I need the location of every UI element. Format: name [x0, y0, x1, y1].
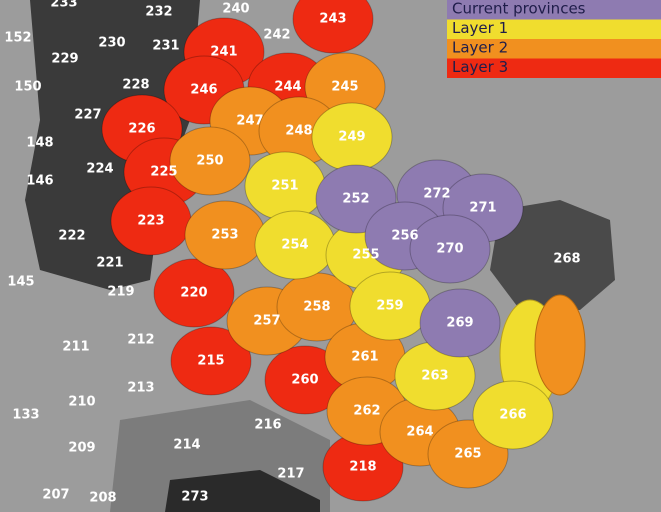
region — [534, 294, 586, 396]
province-label: 263 — [421, 369, 448, 384]
province-label: 272 — [423, 187, 450, 202]
province-label: 247 — [236, 114, 263, 129]
province-label: 133 — [12, 408, 39, 423]
province-label: 220 — [180, 286, 207, 301]
province-label: 145 — [7, 275, 34, 290]
province-label: 217 — [277, 467, 304, 482]
dark-region — [165, 470, 320, 512]
province-label: 251 — [271, 179, 298, 194]
province-label: 270 — [436, 242, 463, 257]
province-label: 146 — [26, 174, 53, 189]
province-label: 214 — [173, 438, 200, 453]
legend-swatch — [447, 58, 661, 78]
province-label: 265 — [454, 447, 481, 462]
province-label: 243 — [319, 12, 346, 27]
province-label: 259 — [376, 299, 403, 314]
legend-swatch — [447, 19, 661, 39]
province-label: 207 — [42, 488, 69, 503]
dark-region — [490, 200, 615, 310]
province-label: 148 — [26, 136, 53, 151]
province-region — [170, 326, 252, 396]
province-label: 249 — [338, 130, 365, 145]
province-label: 269 — [446, 316, 473, 331]
province-label: 213 — [127, 381, 154, 396]
province-label: 224 — [86, 162, 113, 177]
province-label: 240 — [222, 2, 249, 17]
legend-swatch — [447, 0, 661, 20]
province-label: 268 — [553, 252, 580, 267]
province-label: 264 — [406, 425, 433, 440]
legend-label: Layer 1 — [452, 19, 508, 37]
province-label: 245 — [331, 80, 358, 95]
province-label: 223 — [137, 214, 164, 229]
province-label: 244 — [274, 80, 301, 95]
province-label: 227 — [74, 108, 101, 123]
legend-label: Current provinces — [452, 0, 586, 18]
province-label: 209 — [68, 441, 95, 456]
province-label: 256 — [391, 229, 418, 244]
province-label: 221 — [96, 256, 123, 271]
province-label: 250 — [196, 154, 223, 169]
province-region — [409, 214, 491, 284]
province-label: 232 — [145, 5, 172, 20]
province-region — [169, 126, 251, 196]
province-label: 228 — [122, 78, 149, 93]
province-label: 261 — [351, 350, 378, 365]
province-label: 255 — [352, 248, 379, 263]
province-label: 212 — [127, 333, 154, 348]
province-label: 242 — [263, 28, 290, 43]
province-label: 215 — [197, 354, 224, 369]
province-label: 246 — [190, 83, 217, 98]
province-label: 150 — [14, 80, 41, 95]
province-label: 210 — [68, 395, 95, 410]
province-label: 273 — [181, 490, 208, 505]
province-label: 254 — [281, 238, 308, 253]
province-label: 152 — [4, 31, 31, 46]
province-label: 248 — [285, 124, 312, 139]
province-label: 252 — [342, 192, 369, 207]
province-label: 225 — [150, 165, 177, 180]
province-label: 222 — [58, 229, 85, 244]
province-label: 231 — [152, 39, 179, 54]
province-label: 241 — [210, 45, 237, 60]
province-label: 218 — [349, 460, 376, 475]
legend-label: Layer 3 — [452, 58, 508, 76]
province-label: 258 — [303, 300, 330, 315]
province-region — [472, 380, 554, 450]
province-label: 266 — [499, 408, 526, 423]
province-label: 219 — [107, 285, 134, 300]
province-label: 216 — [254, 418, 281, 433]
province-label: 262 — [353, 404, 380, 419]
province-label: 233 — [50, 0, 77, 11]
province-label: 271 — [469, 201, 496, 216]
province-region — [419, 288, 501, 358]
province-label: 211 — [62, 340, 89, 355]
province-label: 229 — [51, 52, 78, 67]
legend-swatch — [447, 39, 661, 59]
province-region — [292, 0, 374, 54]
province-label: 208 — [89, 491, 116, 506]
legend-label: Layer 2 — [452, 39, 508, 57]
province-label: 226 — [128, 122, 155, 137]
province-label: 230 — [98, 36, 125, 51]
province-label: 257 — [253, 314, 280, 329]
province-region — [153, 258, 235, 328]
province-label: 260 — [291, 373, 318, 388]
province-label: 253 — [211, 228, 238, 243]
